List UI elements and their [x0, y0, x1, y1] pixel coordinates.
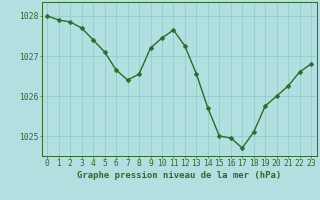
X-axis label: Graphe pression niveau de la mer (hPa): Graphe pression niveau de la mer (hPa): [77, 171, 281, 180]
